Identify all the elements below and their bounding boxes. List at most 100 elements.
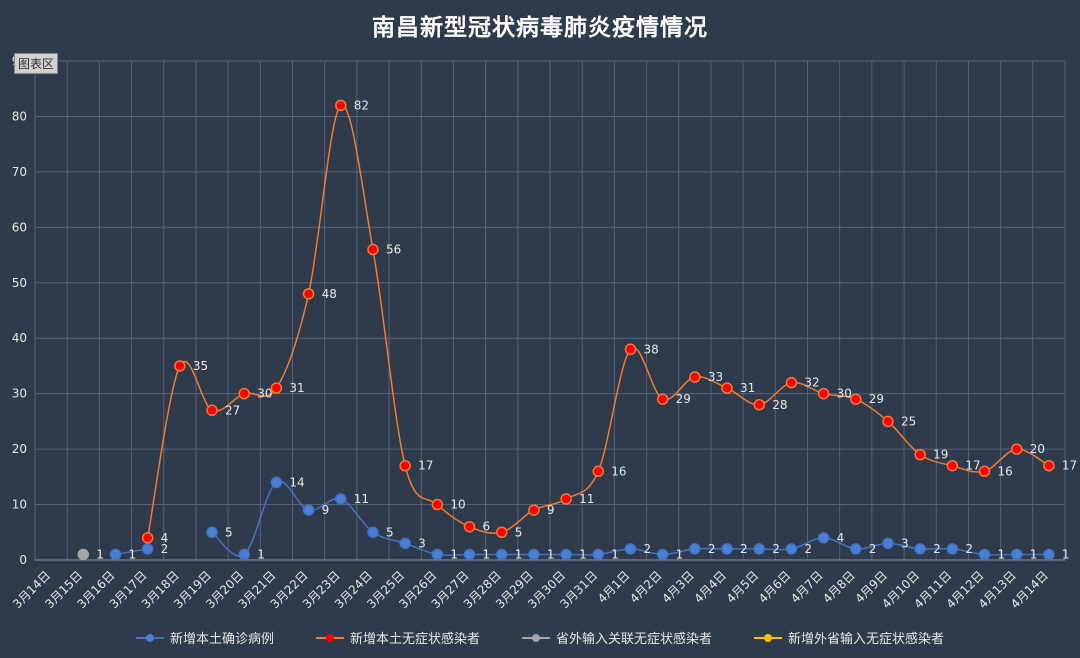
legend-swatch [135,633,164,643]
x-tick-label: 4月8日 [820,568,858,606]
x-tick-label: 4月6日 [756,568,794,606]
data-label-0: 1 [1062,547,1070,561]
data-label-1: 10 [450,498,465,512]
data-label-0: 1 [515,547,523,561]
data-label-1: 20 [1030,442,1045,456]
data-label-0: 3 [418,536,426,550]
data-point-0 [978,548,991,561]
y-tick-label: 80 [12,109,27,123]
data-label-0: 5 [225,525,233,539]
data-point-1 [367,243,379,256]
data-point-0 [367,526,379,539]
data-label-1: 17 [1062,459,1077,473]
legend-swatch [315,633,344,643]
data-label-0: 1 [128,547,136,561]
data-label-1: 48 [322,287,337,301]
data-point-0 [753,543,765,555]
data-point-1 [174,360,186,372]
data-label-1: 56 [386,243,401,257]
data-point-0 [302,504,315,516]
data-point-0 [528,548,540,561]
data-label-0: 1 [257,547,265,561]
legend-item-2: 省外输入关联无症状感染者 [522,628,712,647]
data-label-0: 2 [772,542,780,556]
data-point-0 [946,543,959,555]
data-point-0 [721,543,733,555]
data-label-0: 2 [869,542,877,556]
legend-swatch [522,633,550,643]
y-tick-label: 50 [12,276,27,290]
data-label-1: 33 [708,370,723,384]
x-tick-label: 4月2日 [627,568,665,606]
data-point-1 [946,459,959,472]
data-label-1: 29 [676,392,691,406]
legend-item-1: 新增本土无症状感染者 [315,628,480,647]
data-point-1 [560,493,572,505]
data-label-2: 1 [96,547,104,561]
data-point-1 [495,526,508,539]
data-point-1 [270,382,283,394]
data-point-1 [592,465,605,478]
data-label-0: 2 [804,542,812,556]
data-label-1: 38 [643,342,658,356]
data-label-0: 2 [161,542,169,556]
data-point-1 [850,393,862,405]
data-label-0: 1 [579,547,587,561]
data-label-1: 32 [804,376,819,390]
data-label-1: 30 [837,387,852,401]
x-tick-label: 4月3日 [659,568,697,606]
data-label-0: 1 [547,547,555,561]
x-tick-label: 4月7日 [788,568,826,606]
data-label-0: 2 [933,542,941,556]
data-label-1: 17 [418,459,433,473]
data-point-0 [689,543,701,555]
data-point-1 [656,393,669,405]
data-point-1 [689,371,701,383]
data-label-1: 5 [515,525,523,539]
x-tick-label: 4月4日 [691,568,729,606]
data-point-0 [399,537,411,550]
data-label-0: 14 [289,475,304,489]
data-point-1 [785,376,798,389]
data-point-0 [1043,548,1055,561]
y-tick-label: 40 [12,331,27,345]
data-point-1 [141,532,154,544]
plot-area-label: 图表区 [14,53,59,74]
data-point-1 [1043,459,1055,472]
data-point-1 [882,415,894,428]
data-point-0 [882,537,894,550]
data-label-0: 1 [483,547,491,561]
data-label-0: 5 [386,525,394,539]
data-label-1: 27 [225,403,240,417]
data-point-2 [77,548,90,561]
data-label-1: 11 [579,492,594,506]
data-point-0 [431,548,444,561]
x-tick-label: 4月1日 [595,568,633,606]
y-tick-label: 10 [12,498,27,512]
data-label-1: 25 [901,414,916,428]
data-point-0 [785,543,798,555]
data-point-1 [399,459,411,472]
y-tick-label: 70 [12,165,27,179]
data-point-1 [978,465,991,478]
data-point-0 [495,548,508,561]
data-point-1 [753,399,765,411]
legend-label: 省外输入关联无症状感染者 [556,632,713,647]
data-label-0: 1 [998,547,1006,561]
data-point-0 [914,543,926,555]
chart-legend: 新增本土确诊病例 新增本土无症状感染者 省外输入关联无症状感染者 新增外省输入无症状感… [0,628,1080,647]
data-point-0 [238,548,250,561]
chart-title: 南昌新型冠状病毒肺炎疫情情况 [372,15,708,41]
data-point-1 [335,99,347,112]
legend-swatch [754,633,783,643]
data-point-1 [914,448,926,461]
data-label-1: 82 [354,98,369,112]
data-label-0: 1 [611,547,619,561]
data-label-1: 28 [772,398,787,412]
data-label-0: 11 [354,492,369,506]
data-point-0 [463,548,476,561]
data-label-1: 19 [933,448,948,462]
data-point-0 [560,548,572,561]
y-tick-label: 20 [12,442,27,456]
